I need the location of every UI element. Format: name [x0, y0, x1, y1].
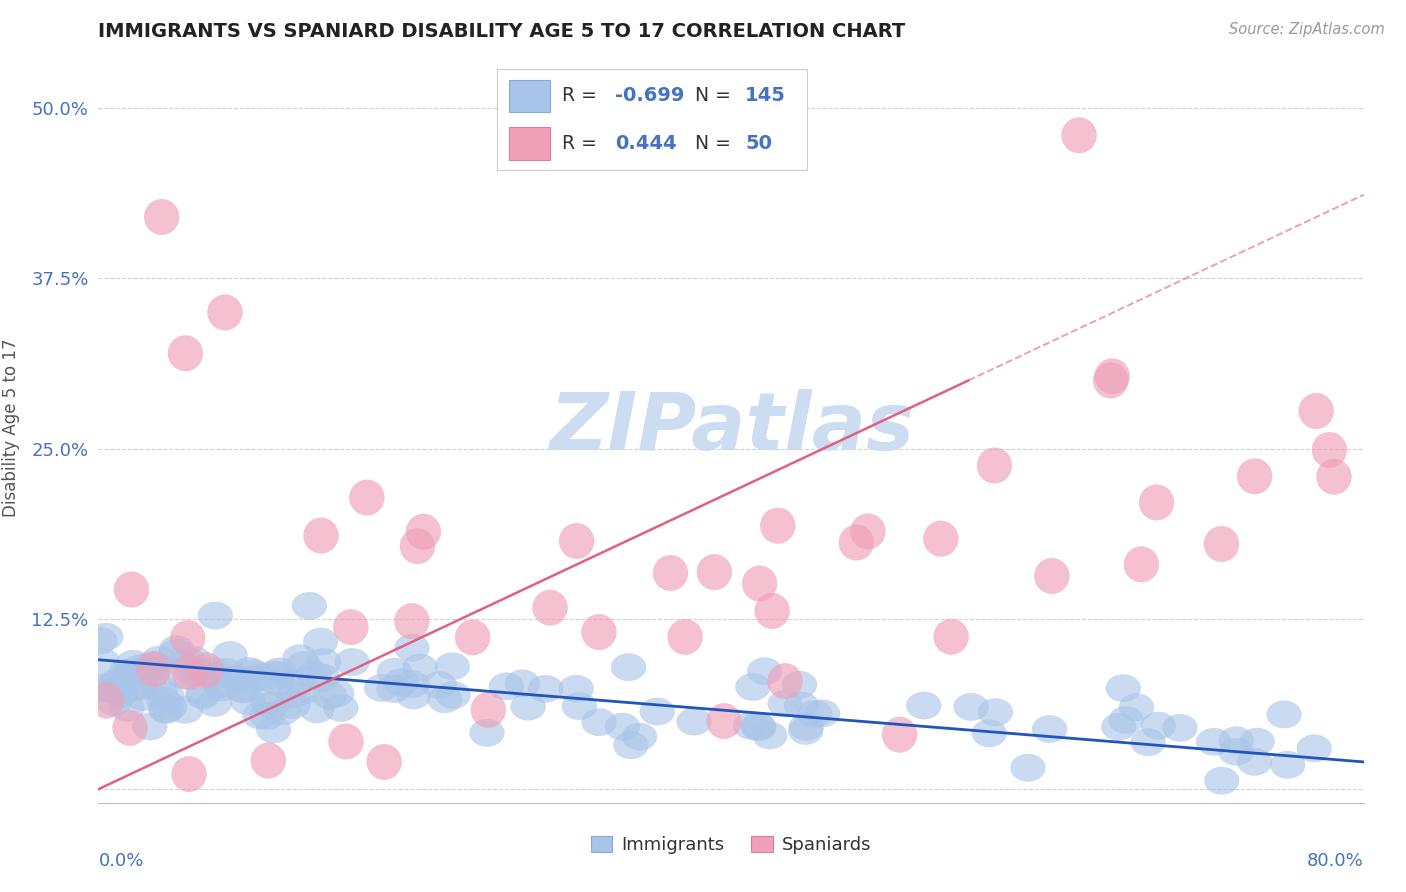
- Text: 0.0%: 0.0%: [98, 852, 143, 870]
- Legend: Immigrants, Spaniards: Immigrants, Spaniards: [583, 829, 879, 861]
- Text: Source: ZipAtlas.com: Source: ZipAtlas.com: [1229, 22, 1385, 37]
- Text: IMMIGRANTS VS SPANIARD DISABILITY AGE 5 TO 17 CORRELATION CHART: IMMIGRANTS VS SPANIARD DISABILITY AGE 5 …: [98, 21, 905, 41]
- Y-axis label: Disability Age 5 to 17: Disability Age 5 to 17: [3, 339, 20, 517]
- Text: 80.0%: 80.0%: [1308, 852, 1364, 870]
- Text: ZIPatlas: ZIPatlas: [548, 389, 914, 467]
